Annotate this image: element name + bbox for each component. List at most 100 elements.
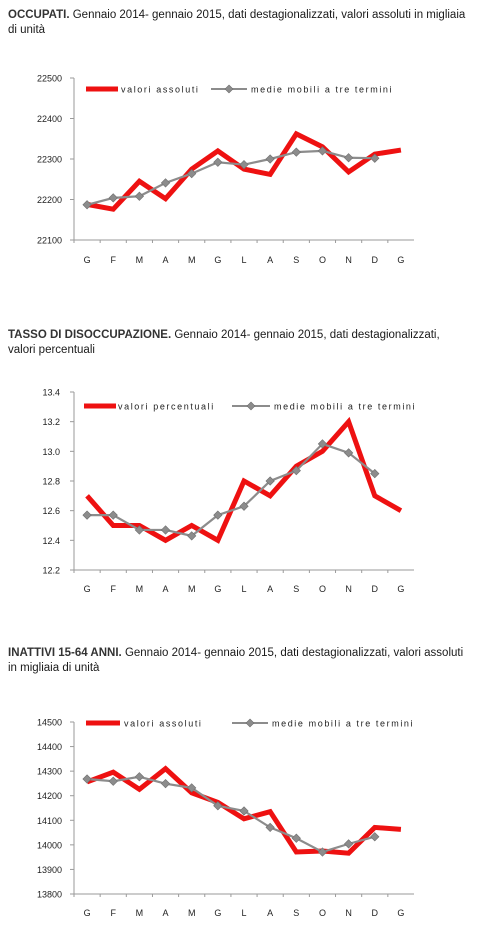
x-tick-label: A (267, 584, 273, 594)
data-point-marker (82, 510, 92, 520)
y-tick-label: 12.8 (42, 477, 60, 487)
data-point-marker (317, 847, 328, 857)
data-point-marker (239, 160, 249, 170)
y-tick-label: 14400 (37, 742, 62, 752)
x-tick-label: N (345, 255, 352, 265)
x-tick-label: D (372, 584, 379, 594)
legend-label-moving-average: medie mobili a tre termini (251, 85, 393, 95)
y-tick-label: 22200 (37, 195, 62, 205)
y-tick-label: 14500 (37, 718, 62, 728)
legend-label-moving-average: medie mobili a tre termini (272, 719, 414, 729)
y-tick-label: 22500 (37, 74, 62, 84)
data-point-marker (187, 783, 197, 793)
legend-marker (245, 718, 255, 728)
x-tick-label: M (136, 584, 144, 594)
x-tick-label: S (293, 255, 299, 265)
x-tick-label: M (136, 255, 144, 265)
x-tick-label: D (372, 908, 379, 918)
data-point-marker (187, 531, 197, 541)
x-tick-label: N (345, 908, 352, 918)
x-tick-label: S (293, 908, 299, 918)
x-tick-label: G (397, 255, 404, 265)
legend-label-main: valori assoluti (124, 719, 203, 729)
data-point-marker (239, 501, 249, 511)
legend-marker (224, 84, 234, 94)
data-point-marker (134, 525, 145, 535)
legend-marker (246, 401, 256, 411)
y-tick-label: 14000 (37, 840, 62, 850)
x-tick-label: G (84, 908, 91, 918)
x-tick-label: M (188, 255, 196, 265)
data-point-marker (370, 832, 380, 842)
x-tick-label: M (188, 908, 196, 918)
x-tick-label: O (319, 584, 326, 594)
data-point-marker (213, 157, 223, 167)
data-point-marker (134, 772, 145, 782)
data-point-marker (317, 439, 328, 449)
x-tick-label: A (163, 584, 169, 594)
chart-title-text: Gennaio 2014- gennaio 2015, dati destagi… (8, 329, 440, 356)
x-tick-label: D (372, 255, 379, 265)
x-tick-label: O (319, 908, 326, 918)
y-tick-label: 22400 (37, 114, 62, 124)
x-tick-label: G (84, 255, 91, 265)
chart-heading: INATTIVI 15-64 ANNI. Gennaio 2014- genna… (8, 646, 468, 676)
x-tick-label: F (110, 255, 116, 265)
y-tick-label: 12.6 (42, 506, 60, 516)
data-point-marker (343, 839, 354, 849)
x-tick-label: M (136, 908, 144, 918)
data-point-marker (317, 146, 328, 156)
data-point-marker (213, 510, 223, 520)
y-tick-label: 14300 (37, 767, 62, 777)
series-line-moving-average (87, 442, 376, 538)
x-tick-label: G (214, 908, 221, 918)
data-point-marker (82, 200, 92, 210)
y-tick-label: 12.4 (42, 536, 60, 546)
chart-heading: OCCUPATI. Gennaio 2014- gennaio 2015, da… (8, 8, 468, 38)
data-point-marker (343, 153, 354, 163)
data-point-marker (370, 153, 380, 163)
x-tick-label: G (214, 255, 221, 265)
data-point-marker (187, 168, 197, 179)
data-point-marker (108, 193, 118, 203)
chart-heading: TASSO DI DISOCCUPAZIONE. Gennaio 2014- g… (8, 328, 468, 358)
data-point-marker (291, 465, 301, 476)
chart-title-bold: OCCUPATI. (8, 9, 70, 21)
data-point-marker (343, 448, 354, 458)
y-tick-label: 12.2 (42, 566, 60, 576)
chart-title-text: Gennaio 2014- gennaio 2015, dati destagi… (8, 9, 466, 36)
series-line-main (85, 416, 403, 544)
data-point-marker (370, 468, 380, 479)
x-tick-label: A (267, 255, 273, 265)
x-tick-label: L (241, 584, 246, 594)
x-tick-label: O (319, 255, 326, 265)
series-line-moving-average (86, 775, 376, 854)
x-tick-label: M (188, 584, 196, 594)
x-tick-label: N (345, 584, 352, 594)
data-point-marker (160, 779, 171, 789)
legend-label-main: valori assoluti (121, 85, 200, 95)
x-tick-label: A (163, 908, 169, 918)
chart-title-text: Gennaio 2014- gennaio 2015, dati destagi… (8, 647, 464, 674)
legend-label-moving-average: medie mobili a tre termini (274, 402, 416, 412)
data-point-marker (239, 806, 249, 816)
data-point-marker (108, 776, 118, 786)
x-tick-label: A (267, 908, 273, 918)
legend-label-main: valori percentuali (118, 402, 215, 412)
x-tick-label: F (110, 908, 116, 918)
y-tick-label: 22100 (37, 236, 62, 246)
x-tick-label: G (397, 908, 404, 918)
data-point-marker (82, 774, 92, 784)
data-point-marker (291, 147, 301, 157)
series-line-moving-average (86, 149, 375, 206)
chart-title-bold: INATTIVI 15-64 ANNI. (8, 647, 122, 659)
data-point-marker (134, 191, 145, 201)
x-tick-label: L (241, 908, 246, 918)
y-tick-label: 22300 (37, 155, 62, 165)
y-tick-label: 13.2 (42, 417, 60, 427)
x-tick-label: G (84, 584, 91, 594)
data-point-marker (160, 178, 171, 188)
chart-title-bold: TASSO DI DISOCCUPAZIONE. (8, 329, 172, 341)
data-point-marker (265, 476, 275, 486)
